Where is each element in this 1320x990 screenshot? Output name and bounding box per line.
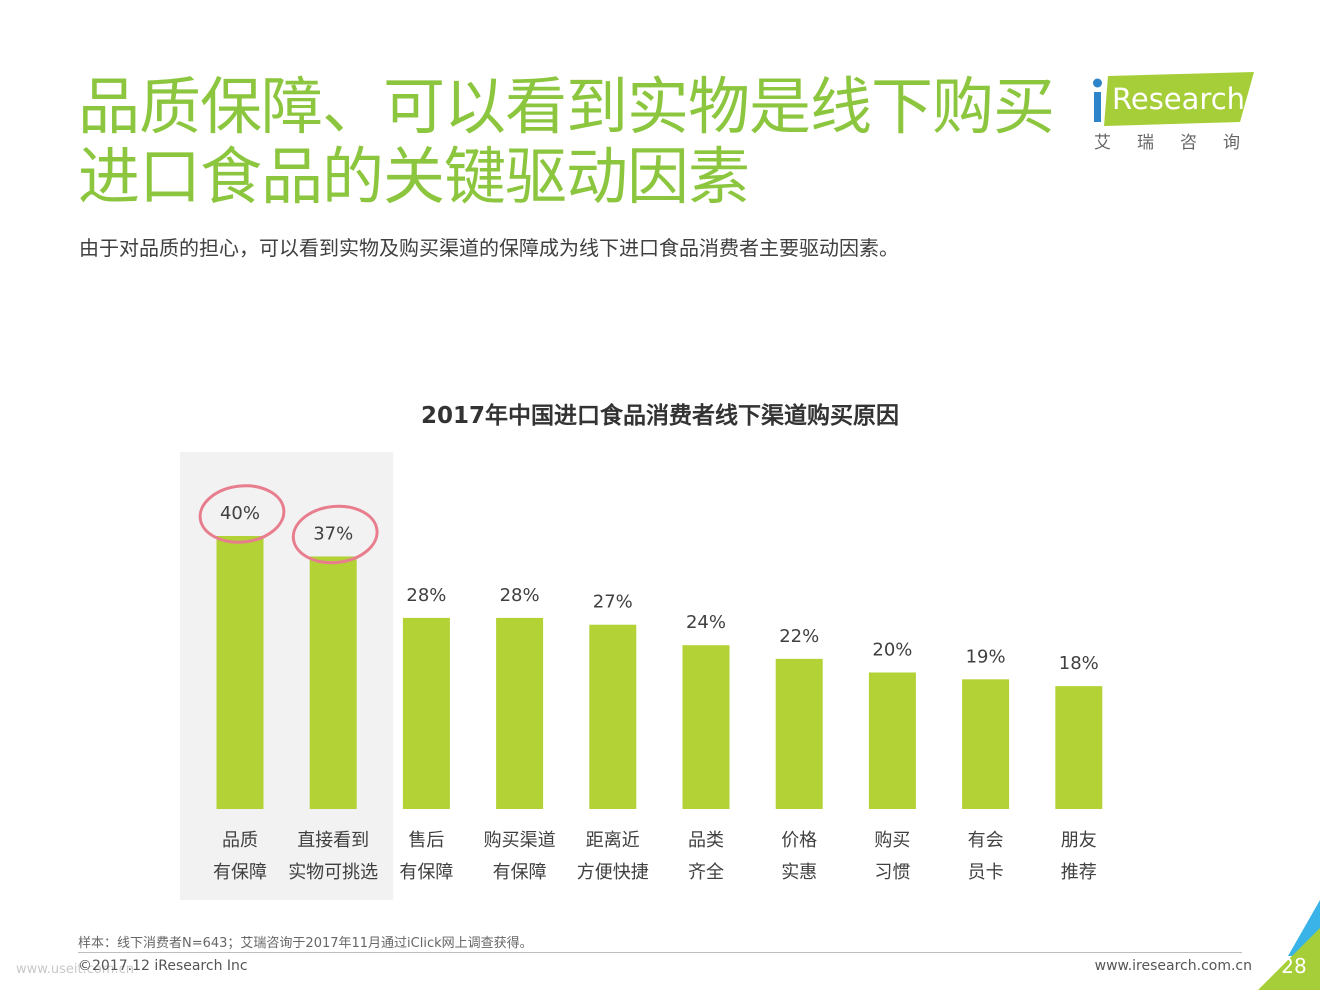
value-label-0: 40% xyxy=(220,503,260,524)
category-label-5-0: 品类 xyxy=(688,830,724,851)
page-title: 品质保障、可以看到实物是线下购买进口食品的关键驱动因素 xyxy=(78,70,1055,213)
category-label-4-0: 距离近 xyxy=(586,830,640,851)
value-label-9: 18% xyxy=(1059,653,1099,674)
value-label-8: 19% xyxy=(966,646,1006,667)
value-label-4: 27% xyxy=(593,592,633,613)
category-label-2-1: 有保障 xyxy=(399,862,453,883)
bar-4 xyxy=(589,624,637,809)
value-label-2: 28% xyxy=(406,585,446,606)
category-label-9-0: 朋友 xyxy=(1061,830,1097,851)
value-label-6: 22% xyxy=(779,626,819,647)
value-label-1: 37% xyxy=(313,523,353,544)
category-label-8-0: 有会 xyxy=(968,830,1004,851)
watermark-text: www.useit.com.cn xyxy=(16,962,134,977)
category-label-1-0: 直接看到 xyxy=(297,830,369,851)
corner-decoration xyxy=(1258,900,1320,990)
copyright-text: ©2017.12 iResearch Inc xyxy=(78,958,248,974)
bar-0 xyxy=(216,536,264,809)
highlight-circle-1 xyxy=(291,504,379,565)
bar-5 xyxy=(682,645,730,809)
category-label-6-0: 价格 xyxy=(781,830,817,851)
logo-subtitle: 艾瑞咨询 xyxy=(1094,133,1266,153)
highlight-circle-0 xyxy=(198,484,286,544)
category-label-4-1: 方便快捷 xyxy=(577,862,649,883)
category-label-2-0: 售后 xyxy=(408,830,444,851)
category-label-1-1: 实物可挑选 xyxy=(288,862,378,883)
chart-title: 2017年中国进口食品消费者线下渠道购买原因 xyxy=(420,403,899,429)
bar-1 xyxy=(309,556,357,809)
category-label-9-1: 推荐 xyxy=(1061,862,1097,883)
category-label-8-1: 员卡 xyxy=(968,862,1004,883)
bar-3 xyxy=(496,617,544,809)
value-label-5: 24% xyxy=(686,612,726,633)
bar-8 xyxy=(962,679,1010,809)
logo-wordmark: Research xyxy=(1112,82,1246,116)
website-link[interactable]: www.iresearch.com.cn xyxy=(1094,958,1252,974)
iresearch-logo: Research 艾瑞咨询 xyxy=(1090,70,1260,155)
category-label-7-1: 习惯 xyxy=(874,862,910,883)
category-label-7-0: 购买 xyxy=(874,830,910,851)
bar-6 xyxy=(775,658,823,809)
value-label-3: 28% xyxy=(500,585,540,606)
logo-badge xyxy=(1093,72,1254,126)
bar-2 xyxy=(402,617,450,809)
highlight-background xyxy=(180,452,394,900)
category-label-3-1: 有保障 xyxy=(493,862,547,883)
sample-footnote: 样本：线下消费者N=643；艾瑞咨询于2017年11月通过iClick网上调查获… xyxy=(78,936,533,951)
bar-7 xyxy=(868,672,916,809)
value-label-7: 20% xyxy=(872,640,912,661)
bar-9 xyxy=(1055,686,1103,809)
category-label-0-1: 有保障 xyxy=(213,862,267,883)
page-subtitle: 由于对品质的担心，可以看到实物及购买渠道的保障成为线下进口食品消费者主要驱动因素… xyxy=(79,236,899,260)
category-label-0-0: 品质 xyxy=(222,830,258,851)
footer-divider xyxy=(78,952,1242,953)
category-label-3-0: 购买渠道 xyxy=(484,830,556,851)
page-number: 28 xyxy=(1281,954,1307,978)
category-label-5-1: 齐全 xyxy=(688,862,724,883)
category-label-6-1: 实惠 xyxy=(781,862,817,883)
